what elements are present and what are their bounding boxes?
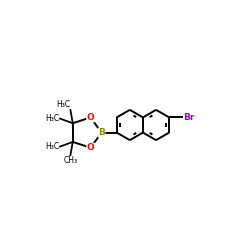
Text: B: B: [98, 128, 105, 137]
Text: O: O: [87, 113, 94, 122]
Text: H₃C: H₃C: [45, 142, 59, 151]
Text: H₃C: H₃C: [45, 114, 59, 123]
Text: H₃C: H₃C: [56, 100, 70, 109]
Text: Br: Br: [184, 113, 195, 122]
Text: CH₃: CH₃: [63, 156, 77, 165]
Text: O: O: [87, 143, 94, 152]
